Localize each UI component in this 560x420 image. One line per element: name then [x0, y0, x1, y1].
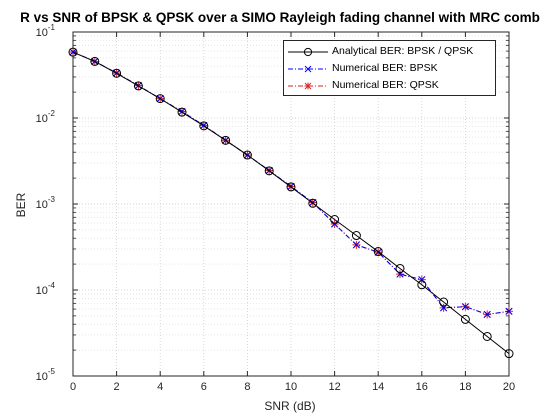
data-point — [177, 107, 187, 117]
x-tick-label: 0 — [70, 381, 76, 393]
data-point — [351, 231, 361, 241]
data-point — [460, 314, 470, 324]
data-point — [133, 81, 143, 91]
y-tick-label: 10-4 — [36, 281, 56, 297]
data-point — [461, 303, 469, 311]
minor-grid — [73, 35, 509, 351]
data-point — [264, 166, 274, 176]
x-tick-label: 12 — [328, 381, 340, 393]
x-tick-label: 16 — [416, 381, 428, 393]
y-tick-label: 10-1 — [36, 23, 56, 39]
legend-item-analytical: Analytical BER: BPSK / QPSK — [284, 44, 495, 60]
x-axis-label: SNR (dB) — [264, 399, 316, 413]
legend: Analytical BER: BPSK / QPSK Numerical BE… — [283, 40, 496, 96]
axis-ticks — [72, 31, 510, 377]
data-point — [286, 182, 296, 192]
data-point — [112, 68, 122, 78]
x-tick-label: 14 — [372, 381, 384, 393]
series-0 — [68, 47, 514, 359]
series-layer — [68, 47, 514, 359]
data-point — [395, 263, 405, 273]
data-point — [505, 307, 513, 315]
y-tick-label: 10-2 — [36, 109, 56, 125]
x-tick-label: 20 — [503, 381, 515, 393]
legend-label-bpsk: Numerical BER: BPSK — [332, 62, 438, 74]
y-axis-label: BER — [14, 192, 28, 218]
data-point — [352, 241, 360, 249]
data-point — [221, 135, 231, 145]
legend-item-qpsk: Numerical BER: QPSK — [284, 78, 495, 94]
series-line — [72, 51, 510, 355]
x-tick-label: 8 — [244, 381, 250, 393]
data-point — [373, 247, 383, 257]
data-point — [68, 47, 78, 57]
data-point — [439, 297, 449, 307]
legend-swatch-analytical — [288, 47, 328, 57]
legend-label-analytical: Analytical BER: BPSK / QPSK — [332, 45, 474, 57]
legend-swatch-qpsk — [288, 82, 328, 90]
data-point — [242, 150, 252, 160]
data-point — [308, 198, 318, 208]
legend-swatch-bpsk — [288, 65, 328, 73]
data-point — [90, 56, 100, 66]
y-tick-label: 10-5 — [36, 367, 56, 383]
y-tick-label: 10-3 — [36, 195, 56, 211]
data-point — [155, 94, 165, 104]
legend-item-bpsk: Numerical BER: BPSK — [284, 61, 495, 77]
data-point — [417, 280, 427, 290]
legend-label-qpsk: Numerical BER: QPSK — [332, 79, 439, 91]
chart-title: R vs SNR of BPSK & QPSK over a SIMO Rayl… — [20, 10, 540, 25]
data-point — [330, 215, 340, 225]
x-tick-label: 4 — [157, 381, 163, 393]
data-point — [504, 349, 514, 359]
x-tick-label: 18 — [459, 381, 471, 393]
x-tick-label: 10 — [285, 381, 297, 393]
x-tick-label: 2 — [114, 381, 120, 393]
data-point — [331, 220, 339, 228]
x-tick-label: 6 — [201, 381, 207, 393]
data-point — [482, 331, 492, 341]
data-point — [199, 121, 209, 131]
data-point — [69, 48, 77, 56]
data-point — [483, 310, 491, 318]
